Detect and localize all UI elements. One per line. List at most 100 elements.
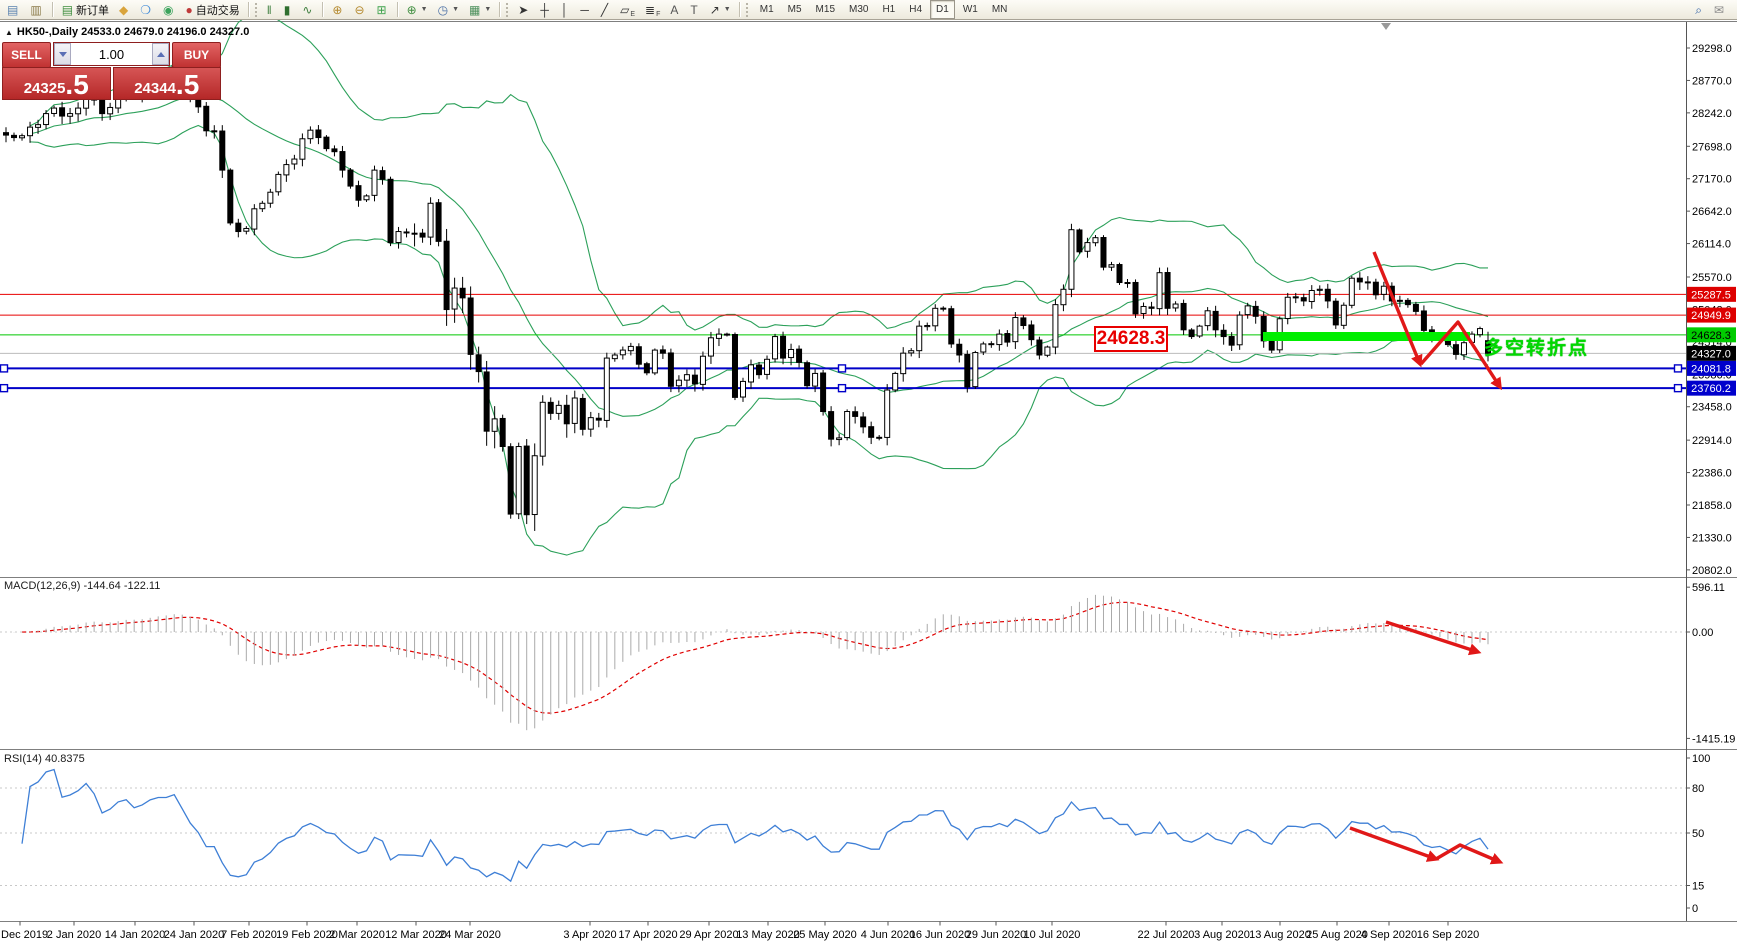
horizontal-line-icon[interactable]: ─ [576, 0, 595, 19]
mql5-community-icon[interactable]: ❍ [136, 0, 157, 19]
arrows-icon-dropdown[interactable]: ▼ [723, 6, 731, 13]
bar-chart-mode-icon[interactable]: ‖ [263, 0, 278, 19]
new-order-button[interactable]: ▤ 新订单 [58, 0, 113, 19]
timeframe-h1-button[interactable]: H1 [882, 4, 896, 15]
svg-text:29 Apr 2020: 29 Apr 2020 [679, 929, 738, 941]
toolbar-separator [499, 2, 502, 17]
eraser-icon: ◆ [119, 2, 129, 17]
timeframe-m30-button[interactable]: M30 [849, 4, 869, 15]
toolbar-grip[interactable] [254, 2, 260, 17]
macd-indicator-label: MACD(12,26,9) -144.64 -122.11 [4, 580, 161, 592]
search-icon[interactable]: ⌕ [1691, 1, 1708, 20]
text-icon[interactable]: A [666, 0, 684, 19]
svg-text:22 Jul 2020: 22 Jul 2020 [1138, 929, 1195, 941]
toolbar-grip[interactable] [745, 2, 751, 17]
svg-text:3 Aug 2020: 3 Aug 2020 [1194, 929, 1250, 941]
green-band-drawing[interactable] [1263, 332, 1470, 341]
timeframe-h4-button[interactable]: H4 [909, 4, 923, 15]
timeframe-m15-button[interactable]: M15 [815, 4, 835, 15]
rsi-arrow-0[interactable] [1349, 826, 1440, 862]
volume-increase-button[interactable] [152, 43, 169, 65]
price-annotation-box[interactable]: 24628.3 [1094, 326, 1168, 352]
line-handle[interactable] [0, 364, 9, 373]
main-chart-arrow-1[interactable] [1419, 320, 1502, 391]
one-click-trading-panel: SELL 1.00 BUY 24325.5 24344.5 [2, 42, 221, 100]
horizontal-lines[interactable] [0, 293, 1686, 393]
sell-button[interactable]: SELL [2, 42, 51, 68]
drawn-arrows[interactable] [1349, 251, 1504, 865]
buy-button[interactable]: BUY [172, 42, 221, 68]
svg-text:27170.0: 27170.0 [1692, 174, 1732, 186]
indicators-icon: ⊕ [406, 2, 417, 17]
line-handle[interactable] [837, 383, 847, 393]
buy-price[interactable]: 24344.5 [112, 67, 221, 100]
new-chart-icon[interactable]: ▤ [3, 0, 24, 19]
macd-axis[interactable]: 596.11 0.00 -1415.19 [1686, 582, 1735, 745]
indicators-icon[interactable]: ⊕ ▼ [403, 0, 432, 19]
timeframe-mn-button[interactable]: MN [991, 4, 1008, 15]
macd-histogram [13, 594, 1489, 731]
line-chart-mode-icon: ∿ [302, 2, 313, 17]
main-chart-arrow-0[interactable] [1372, 251, 1423, 368]
tile-windows-icon[interactable]: ⊞ [373, 0, 393, 19]
trendline-icon[interactable]: ╱ [597, 0, 614, 19]
signals-icon[interactable]: ◉ [159, 0, 179, 19]
chart-shift-marker[interactable] [1381, 23, 1391, 30]
candlestick-mode-icon[interactable]: ▮ [280, 0, 297, 19]
line-handle[interactable] [0, 383, 9, 393]
bollinger-upper-band [29, 13, 1489, 331]
autotrading-button[interactable]: ● 自动交易 [182, 0, 244, 19]
line-handle[interactable] [1673, 364, 1683, 373]
text-icon: A [670, 2, 679, 17]
collapse-panel-icon[interactable]: ▲ [5, 27, 13, 37]
svg-text:12 Mar 2020: 12 Mar 2020 [385, 929, 447, 941]
horizontal-line-icon: ─ [580, 2, 589, 17]
fibonacci-icon[interactable]: ≣ F [641, 0, 664, 19]
line-chart-mode-icon[interactable]: ∿ [298, 0, 318, 19]
line-handle[interactable] [837, 364, 847, 373]
rsi-arrow-1[interactable] [1435, 843, 1504, 865]
periods-icon-dropdown[interactable]: ▼ [452, 6, 460, 13]
svg-text:17 Apr 2020: 17 Apr 2020 [618, 929, 677, 941]
vertical-line-icon[interactable]: │ [557, 0, 575, 19]
zoom-in-icon[interactable]: ⊕ [328, 0, 348, 19]
rsi-panel [0, 768, 1686, 886]
timeframe-m1-button[interactable]: M1 [759, 4, 774, 15]
timeframe-group: M1 M5 M15 M30 H1 H4 D1 W1 MN [753, 0, 1015, 19]
svg-text:24 Mar 2020: 24 Mar 2020 [439, 929, 501, 941]
svg-text:16 Jun 2020: 16 Jun 2020 [910, 929, 971, 941]
templates-icon-dropdown[interactable]: ▼ [484, 6, 492, 13]
volume-decrease-button[interactable] [54, 43, 71, 65]
timeframe-d1-button[interactable]: D1 [930, 0, 955, 19]
svg-text:7 Feb 2020: 7 Feb 2020 [221, 929, 277, 941]
crosshair-icon[interactable]: ┼ [536, 0, 555, 19]
svg-text:4 Sep 2020: 4 Sep 2020 [1361, 929, 1417, 941]
cursor-icon[interactable]: ➤ [514, 0, 534, 19]
chat-icon[interactable]: ✉ [1710, 1, 1730, 20]
turning-point-label[interactable]: 多空转折点 [1484, 338, 1590, 359]
volume-input[interactable]: 1.00 [98, 46, 125, 62]
sell-price-main: 24325 [23, 80, 66, 97]
timeframe-m5-button[interactable]: M5 [787, 4, 802, 15]
macd-arrow-0[interactable] [1385, 620, 1482, 656]
periods-icon[interactable]: ◷ ▼ [434, 0, 463, 19]
profiles-icon[interactable]: ▥ [26, 0, 47, 19]
templates-icon[interactable]: ▦ ▼ [465, 0, 495, 19]
timeframe-w1-button[interactable]: W1 [962, 4, 978, 15]
toolbar-grip[interactable] [506, 2, 511, 17]
svg-text:21330.0: 21330.0 [1692, 532, 1732, 544]
sell-price[interactable]: 24325.5 [2, 67, 111, 100]
indicators-icon-dropdown[interactable]: ▼ [420, 6, 428, 13]
rsi-axis[interactable]: 100 80 50 15 0 [1686, 753, 1710, 915]
svg-text:26114.0: 26114.0 [1692, 239, 1731, 251]
arrows-icon[interactable]: ↗ ▼ [706, 0, 735, 19]
eraser-icon[interactable]: ◆ [115, 0, 134, 19]
chart-title: ▲ HK50-,Daily 24533.0 24679.0 24196.0 24… [5, 26, 249, 38]
text-label-icon[interactable]: T [686, 0, 703, 19]
zoom-out-icon[interactable]: ⊖ [350, 0, 370, 19]
line-handle[interactable] [1673, 383, 1683, 393]
channel-icon[interactable]: ▱ E [616, 0, 639, 19]
